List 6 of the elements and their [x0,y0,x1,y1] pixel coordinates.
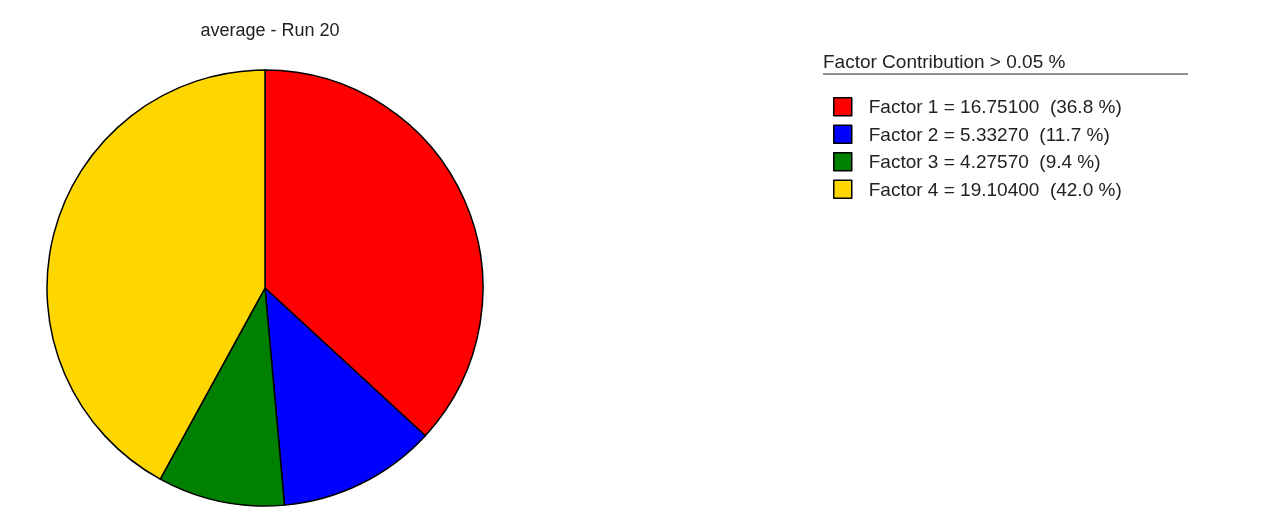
legend-title: Factor Contribution > 0.05 % [823,51,1066,72]
chart-title: average - Run 20 [200,20,340,40]
legend-label: Factor 2 = 5.33270 (11.7 %) [868,123,1110,145]
legend-label: Factor 3 = 4.27570 (9.4 %) [868,151,1101,173]
legend-label: Factor 1 = 16.75100 (36.8 %) [868,96,1122,118]
legend-label: Factor 4 = 19.10400 (42.0 %) [868,178,1122,200]
